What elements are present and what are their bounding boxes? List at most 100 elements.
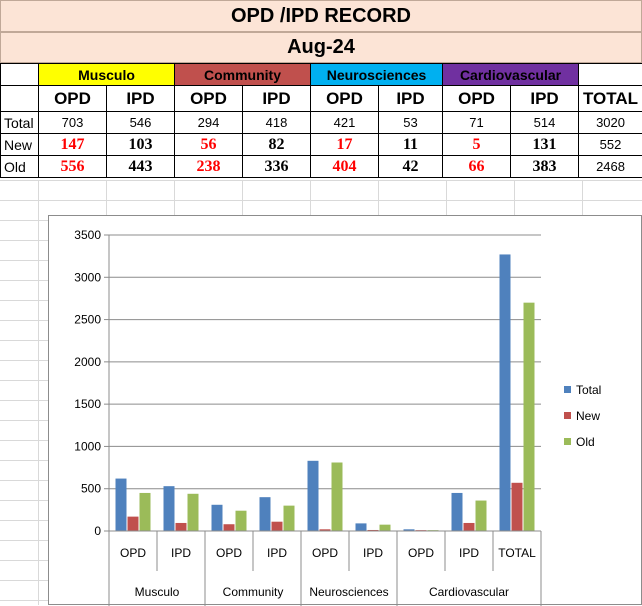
table-cell: 66	[443, 156, 511, 178]
legend-swatch-total	[564, 386, 571, 393]
col-header: IPD	[511, 86, 579, 112]
table-row-total: Total 703 546 294 418 421 53 71 514 3020	[1, 112, 642, 134]
bar-total	[116, 479, 127, 531]
table-cell: 56	[175, 134, 243, 156]
y-tick-label: 2000	[74, 355, 101, 369]
bar-total	[356, 523, 367, 531]
table-cell: 294	[175, 112, 243, 134]
table-cell: 443	[107, 156, 175, 178]
x-tick-label: IPD	[267, 546, 287, 560]
table-cell: 5	[443, 134, 511, 156]
bar-total	[308, 461, 319, 531]
y-tick-label: 1000	[74, 439, 101, 453]
table-cell: 552	[579, 134, 642, 156]
legend-swatch-old	[564, 438, 571, 445]
y-tick-label: 3000	[74, 270, 101, 284]
y-tick-label: 0	[94, 524, 101, 538]
record-title: OPD /IPD RECORD	[0, 0, 642, 32]
legend-swatch-new	[564, 412, 571, 419]
group-label: Community	[223, 585, 284, 599]
legend-label: Old	[576, 435, 595, 449]
col-header: IPD	[379, 86, 443, 112]
bar-total	[452, 493, 463, 531]
table-row-new: New 147 103 56 82 17 11 5 131 552	[1, 134, 642, 156]
table-cell: 238	[175, 156, 243, 178]
table-cell: 11	[379, 134, 443, 156]
group-label: Neurosciences	[309, 585, 388, 599]
bar-new	[464, 523, 475, 531]
y-tick-label: 2500	[74, 313, 101, 327]
legend-label: Total	[576, 383, 601, 397]
bar-chart: 0 500 1000 1500 2000 2500 3000 3500 OPD IPD OPD IPD…	[49, 216, 642, 606]
x-tick-label: OPD	[120, 546, 146, 560]
bar-new	[176, 523, 187, 531]
group-musculo: Musculo	[39, 64, 175, 86]
corner-cell	[1, 64, 39, 86]
group-label: Musculo	[135, 585, 180, 599]
table-cell: 103	[107, 134, 175, 156]
bar-old	[188, 494, 199, 531]
bar-new	[224, 524, 235, 531]
group-header-row: Musculo Community Neurosciences Cardiova…	[1, 64, 642, 86]
table-cell: 383	[511, 156, 579, 178]
row-label: Old	[1, 156, 39, 178]
bar-old	[140, 493, 151, 531]
bar-old	[332, 462, 343, 531]
y-tick-label: 3500	[74, 228, 101, 242]
x-tick-label: IPD	[363, 546, 383, 560]
col-header: OPD	[443, 86, 511, 112]
group-community: Community	[175, 64, 311, 86]
table-row-old: Old 556 443 238 336 404 42 66 383 2468	[1, 156, 642, 178]
header-empty	[1, 86, 39, 112]
bar-old	[236, 511, 247, 531]
table-cell: 336	[243, 156, 311, 178]
x-tick-label: TOTAL	[498, 546, 536, 560]
col-header: OPD	[175, 86, 243, 112]
col-header: TOTAL	[579, 86, 642, 112]
x-tick-label: OPD	[216, 546, 242, 560]
table-cell: 703	[39, 112, 107, 134]
bar-old	[380, 525, 391, 531]
col-header: IPD	[107, 86, 175, 112]
group-label: Cardiovascular	[429, 585, 509, 599]
y-tick-label: 500	[81, 482, 101, 496]
table-cell: 514	[511, 112, 579, 134]
x-tick-label: OPD	[408, 546, 434, 560]
bar-old	[284, 506, 295, 531]
bar-new	[272, 522, 283, 531]
table-cell: 546	[107, 112, 175, 134]
bar-new	[512, 483, 523, 531]
legend-label: New	[576, 409, 600, 423]
table-cell: 2468	[579, 156, 642, 178]
x-tick-label: OPD	[312, 546, 338, 560]
bar-total	[212, 505, 223, 531]
table-cell: 3020	[579, 112, 642, 134]
col-header: IPD	[243, 86, 311, 112]
y-tick-label: 1500	[74, 397, 101, 411]
group-cardiovascular: Cardiovascular	[443, 64, 579, 86]
col-header: OPD	[39, 86, 107, 112]
col-header: OPD	[311, 86, 379, 112]
record-month: Aug-24	[0, 32, 642, 63]
row-label: New	[1, 134, 39, 156]
chart-area: 0 500 1000 1500 2000 2500 3000 3500 OPD IPD OPD IPD…	[48, 215, 642, 605]
column-header-row: OPD IPD OPD IPD OPD IPD OPD IPD TOTAL	[1, 86, 642, 112]
table-cell: 147	[39, 134, 107, 156]
table-cell: 131	[511, 134, 579, 156]
table-cell: 71	[443, 112, 511, 134]
bar-total	[164, 486, 175, 531]
table-cell: 53	[379, 112, 443, 134]
x-tick-label: IPD	[459, 546, 479, 560]
table-cell: 42	[379, 156, 443, 178]
table-cell: 421	[311, 112, 379, 134]
x-tick-label: IPD	[171, 546, 191, 560]
table-cell: 418	[243, 112, 311, 134]
table-cell: 556	[39, 156, 107, 178]
table-cell: 82	[243, 134, 311, 156]
bar-old	[524, 303, 535, 531]
table-cell: 17	[311, 134, 379, 156]
table-cell: 404	[311, 156, 379, 178]
bar-total	[500, 254, 511, 531]
bar-total	[260, 497, 271, 531]
bar-new	[128, 517, 139, 531]
